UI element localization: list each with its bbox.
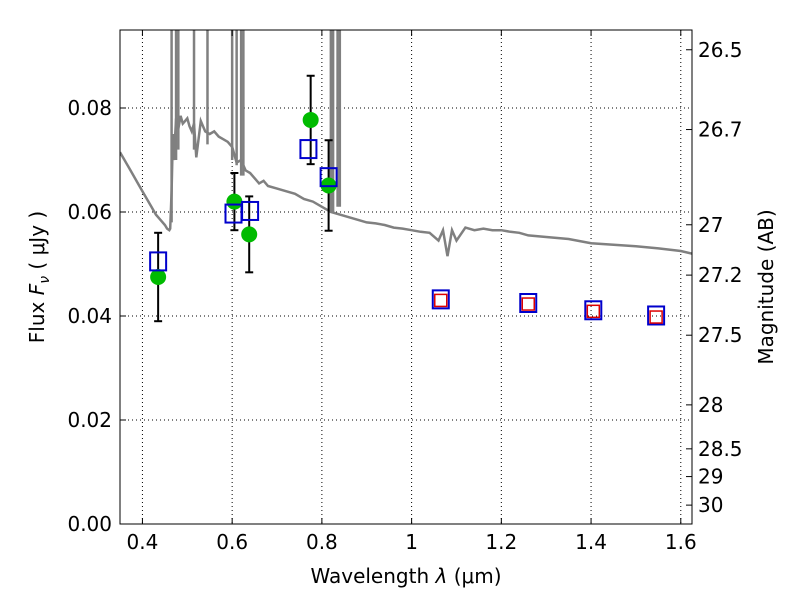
inner-phot-square bbox=[586, 304, 601, 319]
y2-tick-label: 30 bbox=[698, 493, 723, 517]
y2-tick-label: 29 bbox=[698, 465, 723, 489]
inner-phot-square bbox=[521, 297, 536, 311]
x-tick-label: 0.8 bbox=[306, 530, 338, 554]
model-phot-square bbox=[519, 293, 538, 313]
model-phot-square bbox=[431, 289, 450, 310]
y2-tick-label: 26.7 bbox=[698, 118, 743, 142]
y2-tick-label: 27.2 bbox=[698, 263, 743, 287]
x-axis-title: Wavelength λ (μm) bbox=[310, 564, 501, 588]
y2-tick-label: 27.5 bbox=[698, 323, 743, 347]
axes: 0.4 0.6 0.8 1 1.2 1.4 1.6 0.00 0.02 0.04 0.06 0.08 2… bbox=[67, 30, 743, 554]
x-tick-label: 1.2 bbox=[485, 530, 517, 554]
y-tick-label: 0.06 bbox=[67, 200, 112, 224]
plot-frame bbox=[119, 29, 693, 525]
x-tick-label: 1.6 bbox=[665, 530, 697, 554]
y2-tick-label: 26.5 bbox=[698, 38, 743, 62]
model-phot-square bbox=[319, 167, 338, 188]
x-tick-label: 0.4 bbox=[127, 530, 159, 554]
x-tick-label: 1.4 bbox=[575, 530, 607, 554]
model-phot-square bbox=[647, 305, 666, 326]
x-tick-label: 0.6 bbox=[216, 530, 248, 554]
plot-area bbox=[120, 30, 692, 326]
observed-point bbox=[226, 193, 243, 210]
y2-axis-title: Magnitude (AB) bbox=[754, 209, 778, 364]
inner-phot-square bbox=[434, 293, 448, 308]
model-phot-square bbox=[241, 200, 260, 221]
inner-phot-square bbox=[649, 310, 663, 324]
y-tick-label: 0.00 bbox=[67, 512, 112, 536]
grid-lines bbox=[120, 30, 692, 525]
observed-point bbox=[150, 269, 167, 285]
y2-tick-label: 28 bbox=[698, 393, 723, 417]
model-phot-square bbox=[299, 139, 318, 160]
observed-point bbox=[302, 111, 319, 128]
model-spectrum-line bbox=[120, 115, 692, 257]
y-tick-label: 0.08 bbox=[67, 96, 112, 120]
y-tick-label: 0.02 bbox=[67, 408, 112, 432]
model-phot-square bbox=[149, 251, 168, 272]
model-phot-square bbox=[584, 300, 603, 321]
y2-tick-label: 27 bbox=[698, 213, 723, 237]
y-axis-title: Flux Fν ( μJy ) bbox=[25, 211, 53, 343]
y2-tick-label: 28.5 bbox=[698, 437, 743, 461]
observed-point bbox=[241, 226, 258, 243]
x-tick-label: 1 bbox=[405, 530, 418, 554]
y-tick-label: 0.04 bbox=[67, 304, 112, 328]
